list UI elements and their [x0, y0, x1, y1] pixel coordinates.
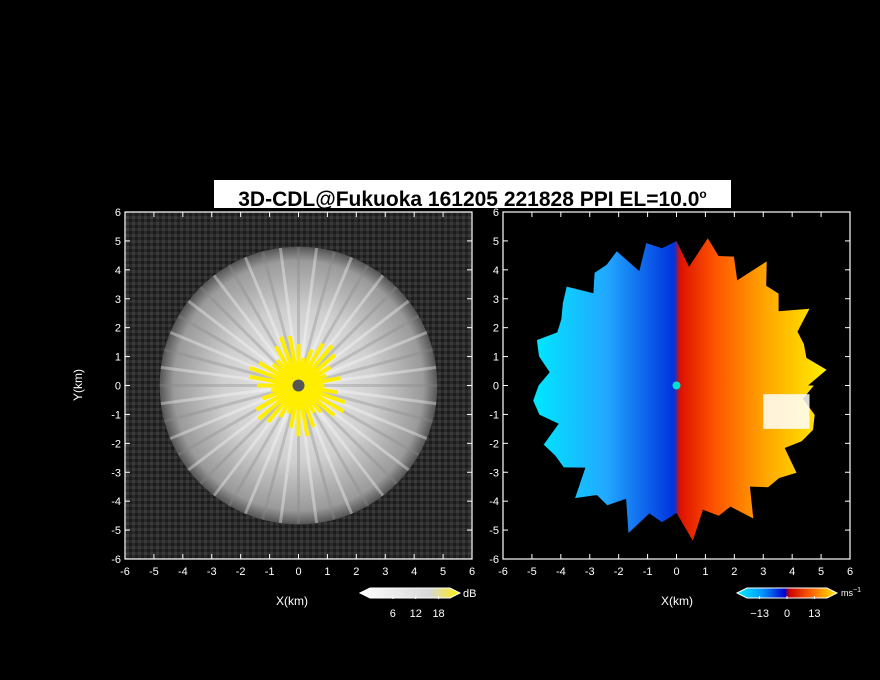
x-tick-label: 3	[382, 566, 388, 578]
y-tick-label: 4	[115, 265, 121, 277]
x-tick-label: -1	[265, 566, 275, 578]
clutter-patch	[763, 394, 810, 429]
right-colorbar-ramp	[735, 587, 839, 599]
colorbar-tick-label: 0	[784, 608, 790, 620]
y-tick-label: 1	[493, 352, 499, 364]
left-echo-field	[159, 246, 438, 525]
title-degree: o	[699, 187, 707, 201]
y-tick-label: 5	[493, 236, 499, 248]
x-tick-label: 1	[702, 566, 708, 578]
y-tick-label: -6	[489, 554, 499, 566]
chart-title: 3D-CDL@Fukuoka 161205 221828 PPI EL=10.0…	[214, 180, 731, 211]
y-tick-label: -3	[489, 467, 499, 479]
y-tick-label: -1	[111, 409, 121, 421]
y-tick-label: 6	[493, 207, 499, 219]
x-tick-label: -2	[614, 566, 624, 578]
left-colorbar-ramp	[358, 587, 462, 599]
colorbar-tick-label: 12	[410, 608, 422, 620]
x-tick-label: 3	[760, 566, 766, 578]
y-tick-label: 0	[493, 381, 499, 393]
right-colorbar-ticks: −13 0 13	[750, 596, 820, 620]
y-tick-label: 4	[493, 265, 499, 277]
y-tick-label: 2	[493, 323, 499, 335]
y-tick-label: -5	[489, 525, 499, 537]
y-tick-label: 1	[115, 352, 121, 364]
y-tick-label: 3	[493, 294, 499, 306]
y-tick-label: 0	[115, 381, 121, 393]
radar-center-marker	[672, 381, 681, 390]
x-tick-label: -6	[498, 566, 508, 578]
x-tick-label: 6	[469, 566, 475, 578]
x-tick-label: 2	[731, 566, 737, 578]
right-colorbar-unit: ms−1	[841, 587, 861, 598]
y-tick-label: 3	[115, 294, 121, 306]
saturated-core	[248, 335, 346, 437]
y-tick-label: 2	[115, 323, 121, 335]
right-panel: -6 -5 -4 -3 -2 -1 0 1 2 3 4 5 6 -6 -5 -4 -3 -2 -1 0 1 2 3 4 5 6 X…	[489, 207, 861, 620]
x-tick-label: 6	[847, 566, 853, 578]
colorbar-tick-label: −13	[750, 608, 769, 620]
left-colorbar: dB 6 12 18	[358, 587, 476, 620]
radar-center-marker	[292, 379, 305, 392]
x-tick-label: -4	[556, 566, 566, 578]
y-tick-label: -4	[489, 496, 499, 508]
x-tick-label: 4	[789, 566, 795, 578]
right-colorbar-unit-base: ms	[841, 588, 853, 598]
x-tick-label: 5	[818, 566, 824, 578]
y-tick-label: -2	[489, 438, 499, 450]
y-tick-label: -4	[111, 496, 121, 508]
x-tick-label: 1	[324, 566, 330, 578]
x-tick-label: -3	[585, 566, 595, 578]
x-tick-label: -5	[527, 566, 537, 578]
x-tick-label: -2	[236, 566, 246, 578]
x-tick-label: 2	[353, 566, 359, 578]
left-x-axis-label: X(km)	[276, 594, 308, 608]
velocity-echo-region	[533, 238, 827, 541]
y-tick-label: -5	[111, 525, 121, 537]
left-colorbar-unit: dB	[463, 588, 476, 600]
x-tick-label: -1	[643, 566, 653, 578]
right-x-axis-label: X(km)	[661, 594, 693, 608]
colorbar-tick-label: 6	[390, 608, 396, 620]
colorbar-tick-label: 13	[808, 608, 820, 620]
right-colorbar: ms−1 −13 0 13	[735, 587, 861, 620]
title-text: 3D-CDL@Fukuoka 161205 221828 PPI EL=10.0	[238, 188, 700, 211]
x-tick-label: 0	[673, 566, 679, 578]
right-axes: -6 -5 -4 -3 -2 -1 0 1 2 3 4 5 6 -6 -5 -4 -3 -2 -1 0 1 2 3 4 5 6	[489, 207, 853, 578]
y-tick-label: -6	[111, 554, 121, 566]
x-tick-label: 5	[440, 566, 446, 578]
left-axes: -6 -5 -4 -3 -2 -1 0 1 2 3 4 5 6 -6 -5 -4 -3 -2 -1 0 1 2 3 4 5 6	[111, 207, 475, 578]
x-tick-label: 0	[295, 566, 301, 578]
x-tick-label: 4	[411, 566, 417, 578]
x-tick-label: -6	[120, 566, 130, 578]
colorbar-tick-label: 18	[432, 608, 444, 620]
right-colorbar-unit-exp: −1	[853, 587, 861, 594]
y-tick-label: -3	[111, 467, 121, 479]
left-y-axis-label: Y(km)	[71, 369, 85, 401]
left-colorbar-ticks: 6 12 18	[390, 596, 445, 620]
x-tick-label: -5	[149, 566, 159, 578]
right-velocity-field	[533, 238, 827, 541]
y-tick-label: 5	[115, 236, 121, 248]
x-tick-label: -4	[178, 566, 188, 578]
y-tick-label: -2	[111, 438, 121, 450]
x-tick-label: -3	[207, 566, 217, 578]
y-tick-label: 6	[115, 207, 121, 219]
y-tick-label: -1	[489, 409, 499, 421]
